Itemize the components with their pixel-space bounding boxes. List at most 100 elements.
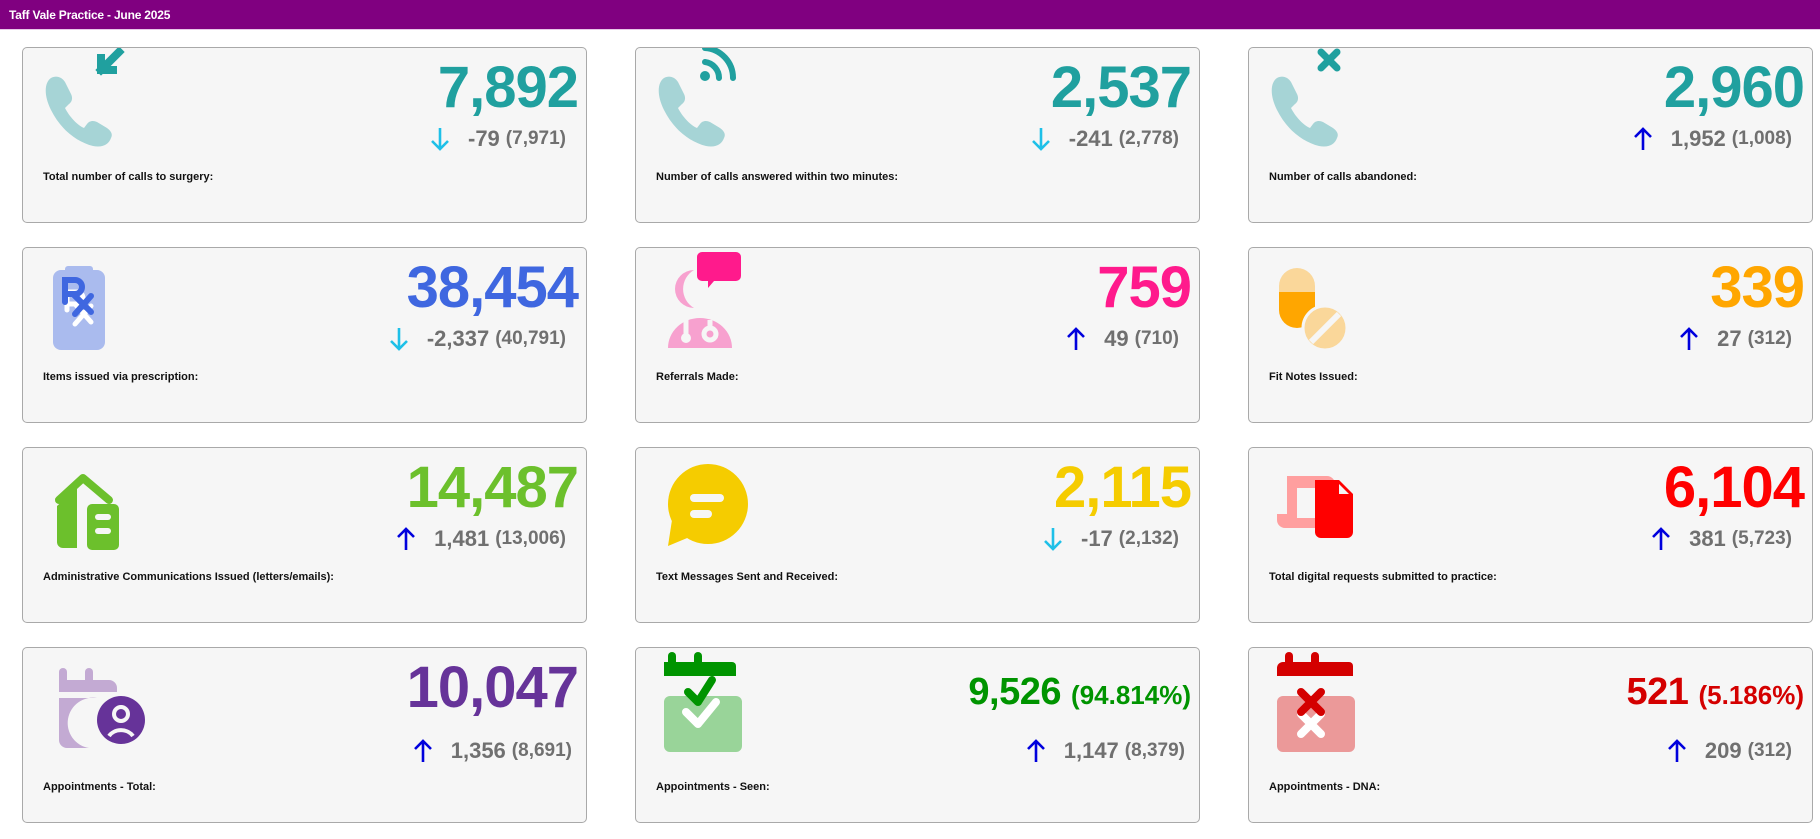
page-title: Taff Vale Practice - June 2025	[9, 8, 171, 22]
calendar-check-icon	[650, 648, 760, 758]
arrow-up-icon	[1679, 326, 1699, 352]
pills-icon	[1263, 248, 1373, 358]
kpi-change-value: 1,147	[1063, 738, 1119, 763]
kpi-label: Fit Notes Issued:	[1269, 371, 1358, 383]
kpi-change-value: 49	[1104, 326, 1129, 351]
kpi-label: Appointments - Seen:	[656, 781, 770, 793]
kpi-change: 1,481 (13,006)	[396, 524, 566, 554]
kpi-previous-value: (1,008)	[1731, 128, 1792, 149]
kpi-value: 10,047	[406, 655, 579, 720]
kpi-card-fit-notes: 339 27 (312) Fit Notes Issued:	[1248, 247, 1813, 423]
header-bar: Taff Vale Practice - June 2025	[0, 0, 1820, 30]
kpi-change: -241 (2,778)	[1031, 124, 1179, 154]
kpi-value: 2,537	[1050, 55, 1192, 120]
kpi-change-value: -241	[1068, 126, 1113, 151]
kpi-change-value: 27	[1717, 326, 1742, 351]
kpi-previous-value: (5,723)	[1731, 528, 1792, 549]
kpi-change: 27 (312)	[1679, 324, 1792, 354]
kpi-value: 2,115	[1054, 455, 1192, 520]
kpi-value: 6,104	[1663, 455, 1805, 520]
arrow-down-icon	[1043, 526, 1063, 552]
kpi-card-appointments-total: 10,047 1,356 (8,691) Appointments - Tota…	[22, 647, 587, 823]
kpi-label: Number of calls abandoned:	[1269, 171, 1417, 183]
arrow-down-icon	[389, 326, 409, 352]
kpi-card-digital-requests: 6,104 381 (5,723) Total digital requests…	[1248, 447, 1813, 623]
kpi-previous-value: (8,379)	[1124, 740, 1185, 761]
kpi-label: Appointments - DNA:	[1269, 781, 1381, 793]
kpi-card-admin-communications: 14,487 1,481 (13,006) Administrative Com…	[22, 447, 587, 623]
kpi-card-referrals: 759 49 (710) Referrals Made:	[635, 247, 1200, 423]
kpi-change: 1,147 (8,379)	[1026, 736, 1185, 766]
phone-ringing-icon	[650, 48, 760, 158]
arrow-up-icon	[1026, 738, 1046, 764]
kpi-card-calls-abandoned: 2,960 1,952 (1,008) Number of calls aban…	[1248, 47, 1813, 223]
kpi-change: -79 (7,971)	[430, 124, 566, 154]
phone-incoming-icon	[37, 48, 147, 158]
kpi-label: Referrals Made:	[656, 371, 739, 383]
kpi-label: Administrative Communications Issued (le…	[43, 571, 334, 583]
kpi-previous-value: (2,132)	[1118, 528, 1179, 549]
kpi-label: Total number of calls to surgery:	[43, 171, 214, 183]
kpi-previous-value: (312)	[1747, 740, 1792, 761]
kpi-previous-value: (710)	[1134, 328, 1179, 349]
doctor-chat-icon	[650, 248, 760, 358]
kpi-label: Number of calls answered within two minu…	[656, 171, 899, 183]
calendar-x-icon	[1263, 648, 1373, 758]
kpi-change: 381 (5,723)	[1651, 524, 1792, 554]
kpi-value-percent: (5.186%)	[1698, 680, 1805, 710]
arrow-up-icon	[396, 526, 416, 552]
kpi-change-value: 381	[1689, 526, 1726, 551]
kpi-change-value: 1,356	[450, 738, 506, 763]
arrow-up-icon	[413, 738, 433, 764]
kpi-card-prescriptions: 38,454 -2,337 (40,791) Items issued via …	[22, 247, 587, 423]
kpi-value: 14,487	[406, 455, 579, 520]
building-icon	[37, 448, 147, 558]
kpi-value: 2,960	[1663, 55, 1805, 120]
kpi-previous-value: (40,791)	[495, 328, 566, 349]
kpi-change-value: 1,481	[434, 526, 490, 551]
arrow-up-icon	[1633, 126, 1653, 152]
kpi-change-value: -79	[468, 126, 500, 151]
chat-bubble-icon	[650, 448, 760, 558]
kpi-label: Items issued via prescription:	[43, 371, 199, 383]
kpi-previous-value: (13,006)	[495, 528, 566, 549]
kpi-card-text-messages: 2,115 -17 (2,132) Text Messages Sent and…	[635, 447, 1200, 623]
arrow-down-icon	[430, 126, 450, 152]
kpi-previous-value: (312)	[1747, 328, 1792, 349]
kpi-card-appointments-dna: 521 (5.186%) 209 (312) Appointments - DN…	[1248, 647, 1813, 823]
arrow-down-icon	[1031, 126, 1051, 152]
kpi-previous-value: (2,778)	[1118, 128, 1179, 149]
kpi-value: 339	[1710, 255, 1805, 320]
kpi-change-value: -2,337	[426, 326, 490, 351]
kpi-label: Total digital requests submitted to prac…	[1269, 571, 1497, 583]
kpi-change: 209 (312)	[1667, 736, 1792, 766]
kpi-label: Text Messages Sent and Received:	[656, 571, 838, 583]
kpi-change: -17 (2,132)	[1043, 524, 1179, 554]
kpi-change: 1,356 (8,691)	[413, 736, 572, 766]
kpi-card-calls-answered: 2,537 -241 (2,778) Number of calls answe…	[635, 47, 1200, 223]
calendar-user-icon	[37, 648, 147, 758]
kpi-card-appointments-seen: 9,526 (94.814%) 1,147 (8,379) Appointmen…	[635, 647, 1200, 823]
kpi-previous-value: (7,971)	[505, 128, 566, 149]
phone-missed-icon	[1263, 48, 1373, 158]
kpi-value: 9,526 (94.814%)	[968, 668, 1191, 719]
arrow-up-icon	[1667, 738, 1687, 764]
kpi-value-number: 9,526	[968, 671, 1061, 713]
kpi-change-value: 1,952	[1670, 126, 1726, 151]
kpi-card-total-calls: 7,892 -79 (7,971) Total number of calls …	[22, 47, 587, 223]
kpi-change: 49 (710)	[1066, 324, 1179, 354]
kpi-value: 7,892	[437, 55, 579, 120]
kpi-value: 38,454	[406, 255, 579, 320]
prescription-icon	[37, 248, 147, 358]
kpi-value-percent: (94.814%)	[1071, 680, 1191, 710]
laptop-document-icon	[1263, 448, 1373, 558]
kpi-value-number: 521	[1626, 671, 1689, 713]
kpi-label: Appointments - Total:	[43, 781, 156, 793]
kpi-previous-value: (8,691)	[511, 740, 572, 761]
kpi-change: 1,952 (1,008)	[1633, 124, 1792, 154]
kpi-change-value: 209	[1704, 738, 1742, 763]
kpi-change-value: -17	[1081, 526, 1113, 551]
kpi-value: 759	[1097, 255, 1192, 320]
kpi-value: 521 (5.186%)	[1627, 668, 1804, 719]
arrow-up-icon	[1651, 526, 1671, 552]
